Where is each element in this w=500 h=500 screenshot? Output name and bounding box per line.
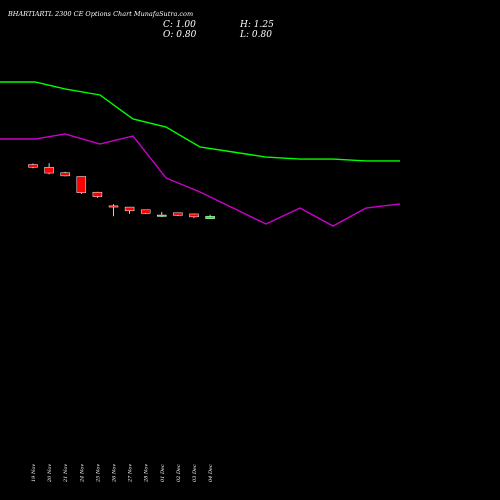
close-label: C: [163,20,173,30]
open-value: 0.80 [176,30,197,40]
candle-body [173,212,183,216]
open-label: O: [163,30,174,40]
close-readout: C: 1.00 [163,20,196,30]
x-tick-label: 21 Nov [63,464,69,483]
low-readout: L: 0.80 [240,30,272,40]
lower-line-series [0,133,401,227]
high-readout: H: 1.25 [240,20,274,30]
chart-title: BHARTIARTL 2300 CE Options Chart MunafaS… [8,10,194,18]
candle-body [76,176,87,193]
x-tick-label: 19 Nov [31,464,37,482]
x-tick-label: 03 Dec [192,464,198,482]
candle-body [157,214,167,217]
candle-body [44,167,54,174]
x-tick-label: 25 Nov [95,464,101,483]
candle-body [124,206,135,212]
x-tick-label: 28 Nov [144,464,150,483]
x-tick-label: 27 Nov [128,464,134,483]
x-tick-label: 02 Dec [176,464,182,482]
candle-body [60,172,70,177]
candle-body [205,216,215,219]
x-tick-label: 01 Dec [160,464,166,482]
low-value: 0.80 [251,30,272,40]
candle-body [28,164,38,168]
x-tick-label: 24 Nov [79,464,85,483]
open-readout: O: 0.80 [163,30,196,40]
x-tick-label: 20 Nov [47,464,53,483]
low-label: L: [240,30,250,40]
candle-body [189,213,199,218]
candle-body [92,191,103,197]
upper-line-series [0,81,400,162]
close-value: 1.00 [175,20,196,30]
high-value: 1.25 [253,20,274,30]
candle-body [108,205,119,208]
candle-body [140,209,151,214]
high-label: H: [240,20,251,30]
x-tick-label: 04 Dec [208,464,214,482]
x-tick-label: 26 Nov [112,464,118,483]
